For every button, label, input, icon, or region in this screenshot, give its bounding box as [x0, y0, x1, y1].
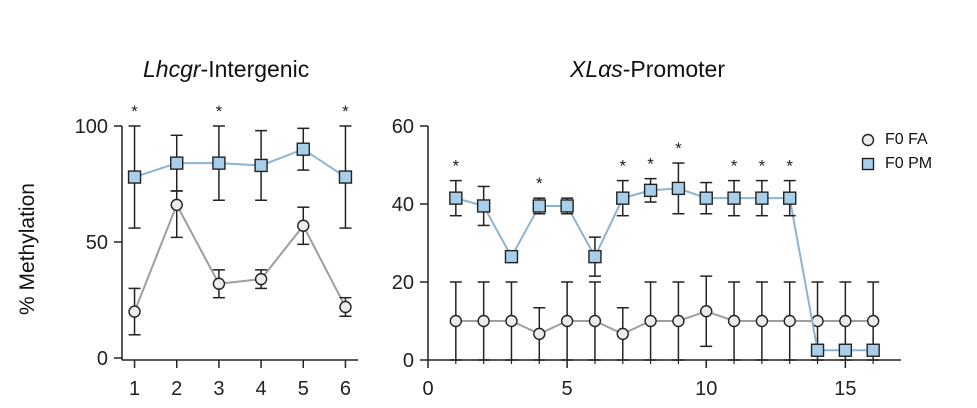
data-point	[504, 249, 519, 264]
y-tick-label: 0	[97, 348, 108, 370]
data-point	[839, 314, 852, 328]
data-point	[560, 199, 574, 213]
data-point	[700, 305, 713, 318]
data-point	[477, 314, 490, 328]
data-point	[297, 219, 310, 232]
chart-1-title: Lhcgr-Intergenic	[143, 56, 309, 83]
series-line	[134, 148, 347, 178]
x-tick-label: 5	[298, 378, 309, 400]
data-point	[339, 300, 352, 314]
data-point	[588, 249, 602, 264]
significance-star: *	[786, 157, 793, 176]
significance-star: *	[216, 102, 223, 121]
data-point	[476, 199, 491, 213]
x-tick-label: 5	[562, 378, 573, 400]
data-point	[254, 158, 268, 173]
data-point	[866, 314, 880, 328]
significance-star: *	[647, 155, 654, 174]
data-point	[533, 327, 546, 341]
y-tick-label: 100	[75, 116, 108, 138]
significance-star: *	[731, 157, 738, 176]
chart-1: 0 50 100 1 2 3 4 5 6 * * *	[75, 102, 358, 400]
square-marker-icon	[860, 157, 876, 171]
x-tick-label: 0	[422, 378, 433, 400]
legend-item-fa: F0 FA	[860, 128, 932, 152]
data-point	[616, 327, 629, 341]
x-tick-label: 15	[834, 378, 856, 400]
significance-star: *	[342, 102, 349, 121]
legend: F0 FA F0 PM	[860, 128, 932, 176]
data-point	[560, 314, 574, 328]
data-point	[338, 170, 353, 184]
data-point	[755, 314, 769, 328]
y-tick-label: 0	[403, 350, 414, 372]
x-tick-label: 2	[171, 378, 182, 400]
chart-2: 0 20 40 60 0 5 10 15 * * * * * * * *	[392, 116, 901, 400]
series-f0-pm	[449, 162, 880, 357]
data-point	[755, 191, 769, 205]
data-point	[699, 191, 713, 205]
data-point	[449, 191, 463, 205]
data-point	[449, 314, 463, 328]
chart-1-title-suffix: -Intergenic	[200, 56, 310, 82]
data-point	[616, 191, 630, 205]
circle-marker-icon	[860, 133, 876, 147]
x-tick-label: 10	[695, 378, 717, 400]
legend-item-pm: F0 PM	[860, 152, 932, 176]
data-point	[838, 343, 853, 357]
data-point	[254, 272, 268, 286]
series-f0-fa	[449, 275, 880, 361]
x-tick-label: 4	[256, 378, 267, 400]
significance-star: *	[619, 157, 626, 176]
data-point	[783, 314, 796, 328]
x-tick-label: 3	[213, 378, 224, 400]
data-point	[128, 305, 141, 318]
series-f0-fa	[128, 190, 352, 336]
chart-1-title-gene: Lhcgr	[143, 56, 201, 82]
data-point	[671, 181, 686, 196]
legend-label-pm: F0 PM	[885, 155, 933, 172]
series-line	[133, 202, 347, 312]
legend-label-fa: F0 FA	[885, 131, 928, 148]
significance-star: *	[453, 157, 460, 176]
data-point	[212, 156, 226, 170]
x-tick-label: 6	[340, 378, 351, 400]
chart-2-title-gene: XLαs	[570, 56, 623, 82]
y-tick-label: 60	[392, 116, 414, 138]
data-point	[644, 314, 657, 328]
data-point	[505, 314, 518, 328]
y-tick-label: 40	[392, 194, 414, 216]
significance-star: *	[675, 139, 682, 158]
chart-2-title: XLαs-Promoter	[570, 56, 725, 83]
data-point	[866, 343, 880, 357]
significance-star: *	[759, 157, 766, 176]
data-point	[127, 170, 142, 184]
data-point	[672, 314, 685, 328]
significance-star: *	[536, 174, 543, 193]
data-point	[170, 198, 183, 212]
data-point	[643, 183, 658, 198]
data-point	[296, 142, 310, 156]
y-tick-label: 50	[86, 232, 108, 254]
data-point	[170, 156, 184, 170]
data-point	[727, 314, 741, 328]
x-tick-label: 1	[129, 378, 140, 400]
data-point	[783, 191, 797, 205]
y-tick-label: 20	[392, 272, 414, 294]
data-point	[810, 343, 825, 357]
data-point	[212, 277, 226, 290]
data-point	[588, 314, 602, 328]
series-f0-pm	[127, 125, 353, 229]
series-line	[455, 187, 874, 352]
data-point	[532, 199, 546, 213]
chart-2-title-suffix: -Promoter	[622, 56, 725, 82]
series-line	[455, 310, 874, 335]
data-point	[727, 191, 741, 205]
significance-star: *	[131, 102, 138, 121]
